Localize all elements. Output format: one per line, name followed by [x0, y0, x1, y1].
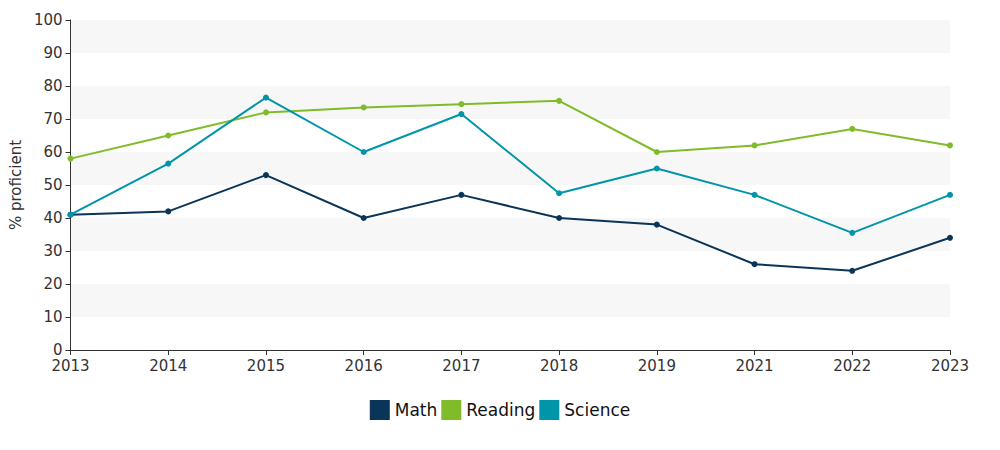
svg-text:2017: 2017 — [442, 357, 480, 375]
svg-text:2019: 2019 — [638, 357, 676, 375]
svg-text:2016: 2016 — [345, 357, 383, 375]
svg-text:% proficient: % proficient — [7, 140, 25, 230]
svg-text:100: 100 — [34, 11, 63, 29]
svg-text:2022: 2022 — [833, 357, 871, 375]
svg-text:80: 80 — [43, 77, 62, 95]
svg-text:2023: 2023 — [931, 357, 969, 375]
svg-text:20: 20 — [43, 275, 62, 293]
svg-text:90: 90 — [43, 44, 62, 62]
svg-text:40: 40 — [43, 209, 62, 227]
svg-text:2013: 2013 — [51, 357, 89, 375]
svg-text:2018: 2018 — [540, 357, 578, 375]
svg-text:Reading: Reading — [466, 400, 535, 420]
svg-text:30: 30 — [43, 242, 62, 260]
svg-text:50: 50 — [43, 176, 62, 194]
svg-text:2014: 2014 — [149, 357, 187, 375]
svg-text:60: 60 — [43, 143, 62, 161]
svg-text:0: 0 — [53, 341, 63, 359]
svg-text:2015: 2015 — [247, 357, 285, 375]
svg-text:10: 10 — [43, 308, 62, 326]
svg-text:Math: Math — [395, 400, 438, 420]
svg-text:2021: 2021 — [735, 357, 773, 375]
svg-text:70: 70 — [43, 110, 62, 128]
svg-text:Science: Science — [564, 400, 630, 420]
